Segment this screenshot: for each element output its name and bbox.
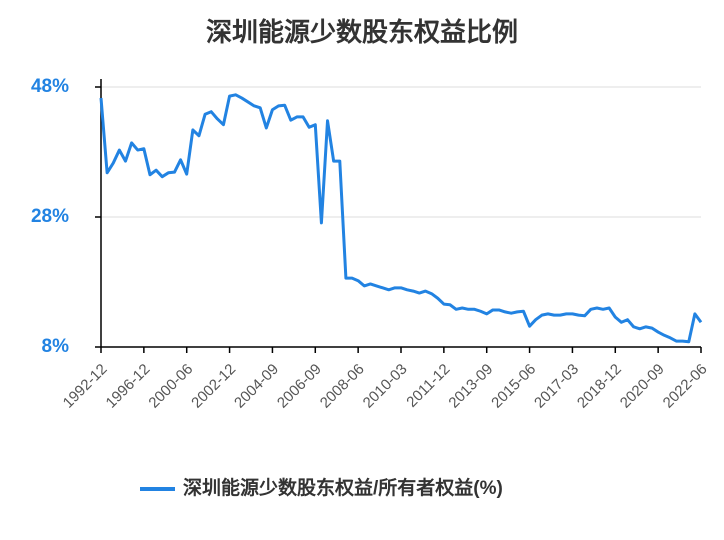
legend-label: 深圳能源少数股东权益/所有者权益(%) (183, 476, 503, 499)
data-line (99, 93, 703, 344)
chart-title: 深圳能源少数股东权益比例 (206, 17, 518, 47)
y-tick-label: 8% (42, 336, 70, 357)
y-tick-label: 28% (31, 206, 69, 227)
y-tick-label: 48% (31, 76, 69, 97)
